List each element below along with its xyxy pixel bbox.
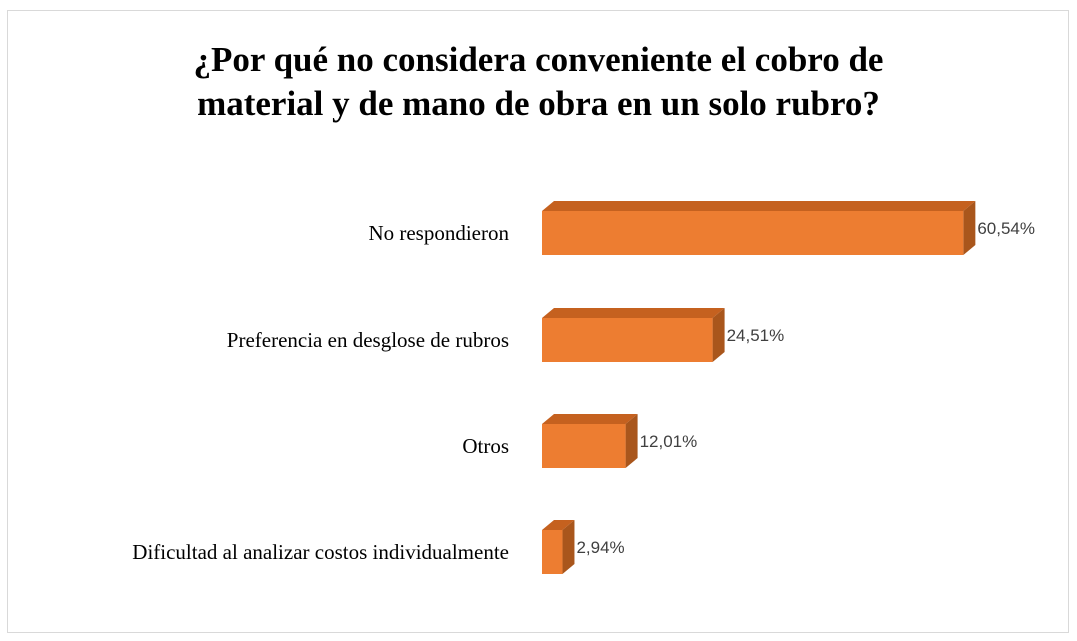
bar-side-face xyxy=(963,201,976,255)
data-label: 2,94% xyxy=(576,538,624,557)
bar xyxy=(542,211,964,255)
category-label: Dificultad al analizar costos individual… xyxy=(132,540,509,564)
bar-group: Preferencia en desglose de rubros 24,51% xyxy=(227,308,784,362)
category-label: Otros xyxy=(462,434,509,458)
data-label: 60,54% xyxy=(977,219,1035,238)
bar-top-face xyxy=(542,201,976,211)
bars-layer: No respondieron 60,54% Preferencia en desg… xyxy=(132,201,1035,574)
bar-top-face xyxy=(542,414,638,424)
bar-side-face xyxy=(562,520,575,574)
bar-group: No respondieron 60,54% xyxy=(368,201,1035,255)
category-label: Preferencia en desglose de rubros xyxy=(227,328,509,352)
bar-top-face xyxy=(542,308,725,318)
bar-top-face xyxy=(542,520,575,530)
bar-group: Otros 12,01% xyxy=(462,414,697,468)
bar xyxy=(542,424,626,468)
chart-title-line-1: ¿Por qué no considera conveniente el cob… xyxy=(193,40,884,79)
category-label: No respondieron xyxy=(368,221,509,245)
bar-group: Dificultad al analizar costos individual… xyxy=(132,520,625,574)
bar xyxy=(542,318,713,362)
data-label: 24,51% xyxy=(727,326,785,345)
chart-title-line-2: material y de mano de obra en un solo ru… xyxy=(197,84,880,123)
data-label: 12,01% xyxy=(640,432,698,451)
chart-title: ¿Por qué no considera conveniente el cob… xyxy=(0,38,1077,126)
bar-side-face xyxy=(625,414,638,468)
bar xyxy=(542,530,563,574)
bar-side-face xyxy=(712,308,725,362)
chart-frame xyxy=(7,10,1069,633)
